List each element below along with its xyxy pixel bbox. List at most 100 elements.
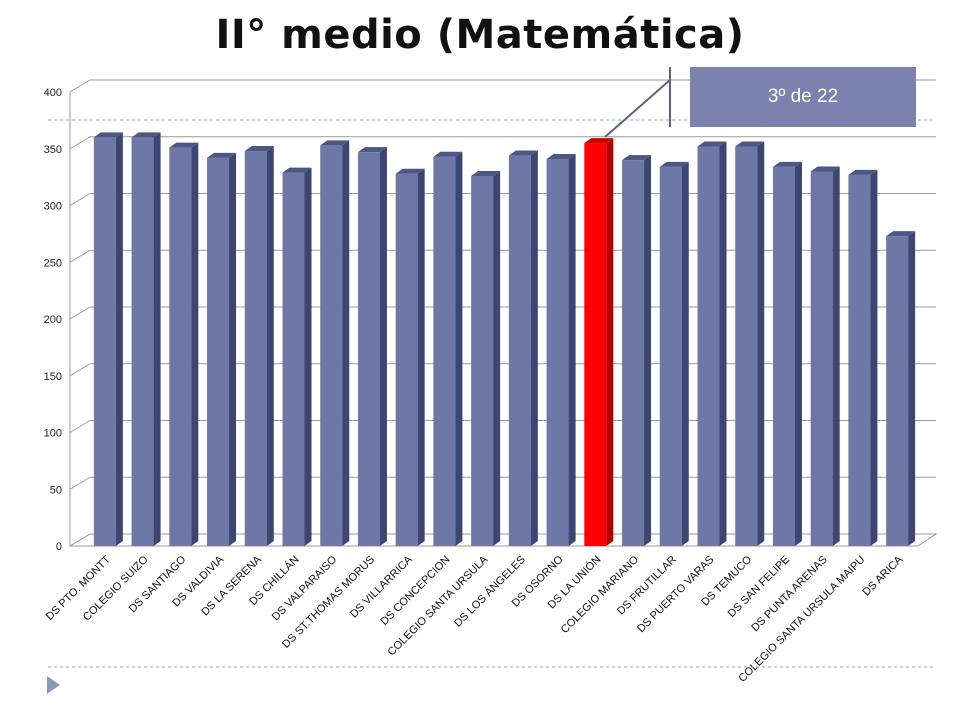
bar-top [584, 138, 614, 144]
bar-side [379, 147, 387, 546]
bar-side [681, 161, 689, 546]
bar-side [455, 151, 463, 546]
y-tick-label: 0 [56, 541, 62, 553]
bar-top [546, 153, 576, 159]
x-tick-label: DS LOS ÁNGELES [451, 553, 528, 630]
right-triangle-icon[interactable] [47, 676, 60, 694]
bar-front [622, 160, 645, 546]
bar-top [320, 140, 350, 146]
bar-side [342, 140, 350, 546]
bar-top [697, 141, 727, 147]
bar-6 [320, 140, 350, 546]
bar-front [584, 143, 607, 546]
bar-front [93, 137, 116, 546]
x-tick-label: COLEGIO SUIZO [81, 553, 151, 623]
y-tick-label: 250 [44, 257, 62, 269]
gridline-perspective [69, 306, 91, 320]
bar-front [735, 146, 758, 547]
bar-front [886, 236, 909, 546]
bar-front [320, 145, 343, 546]
callout-leader-line [604, 79, 671, 138]
gridline-perspective [69, 136, 91, 150]
y-tick-label: 100 [44, 428, 62, 440]
bar-1 [131, 132, 161, 546]
bar-front [131, 137, 154, 546]
bar-side [832, 166, 840, 546]
bar-4 [244, 146, 274, 546]
bar-16 [697, 141, 727, 547]
gridline-perspective [69, 79, 91, 93]
gridline-perspective [69, 476, 91, 490]
bar-side [757, 141, 765, 547]
bar-side [191, 142, 199, 547]
bar-front [433, 156, 456, 546]
bar-8 [395, 168, 425, 546]
bar-side [606, 138, 614, 546]
bar-front [471, 175, 494, 547]
bar-top [207, 152, 237, 158]
bar-top [735, 141, 765, 147]
bar-side [719, 141, 727, 547]
bar-front [697, 146, 720, 547]
gridline-perspective [69, 249, 91, 263]
bar-front [282, 172, 305, 546]
bar-front [810, 171, 833, 546]
chart-bars [93, 132, 916, 547]
bar-side [229, 152, 237, 546]
bar-front [772, 166, 795, 546]
y-tick-label: 300 [44, 201, 62, 213]
y-tick-label: 150 [44, 371, 62, 383]
bar-side [530, 150, 538, 546]
bar-side [794, 161, 802, 546]
bar-top [848, 169, 878, 175]
bar-top [282, 167, 312, 173]
bar-10 [471, 170, 501, 547]
bar-9 [433, 151, 463, 546]
bar-side [304, 167, 312, 546]
bar-17 [735, 141, 765, 547]
bar-21 [886, 231, 916, 546]
bar-front [395, 173, 418, 546]
bar-top [772, 161, 802, 167]
bar-front [546, 158, 569, 546]
bar-side [153, 132, 161, 546]
bar-top [471, 170, 501, 176]
bar-front [508, 155, 531, 546]
bar-top [357, 147, 387, 153]
bar-side [115, 132, 123, 546]
y-tick-label: 400 [44, 87, 62, 99]
bar-20 [848, 169, 878, 547]
bar-side [493, 170, 501, 547]
bar-front [357, 152, 380, 546]
bar-top [395, 168, 425, 174]
bar-5 [282, 167, 312, 546]
rank-callout: 3º de 22 [690, 67, 916, 127]
bar-11 [508, 150, 538, 546]
chart-gridlines [68, 79, 938, 547]
bar-top [622, 155, 652, 161]
x-tick-label: DS PTO. MONTT [44, 553, 113, 622]
bar-14 [622, 155, 652, 546]
x-tick-label: DS ARICA [860, 553, 905, 598]
bar-side [266, 146, 274, 546]
bar-7 [357, 147, 387, 546]
chart-floor [68, 533, 938, 547]
bar-top [886, 231, 916, 237]
bar-12 [546, 153, 576, 546]
bar-side [644, 155, 652, 546]
y-axis-ticks: 0 50 100 150 200 250 300 350 400 [44, 87, 62, 553]
bar-side [870, 169, 878, 547]
bar-18 [772, 161, 802, 546]
bar-top [244, 146, 274, 152]
bar-front [169, 147, 192, 547]
x-tick-label: DS VALPARAISO [270, 553, 340, 623]
bar-13 [584, 138, 614, 546]
gridline-perspective [69, 193, 91, 206]
bar-side [417, 168, 425, 546]
x-tick-label: DS CONCEPCION [378, 554, 452, 628]
bar-top [433, 151, 463, 157]
bar-front [207, 157, 230, 546]
bar-front [244, 151, 267, 546]
